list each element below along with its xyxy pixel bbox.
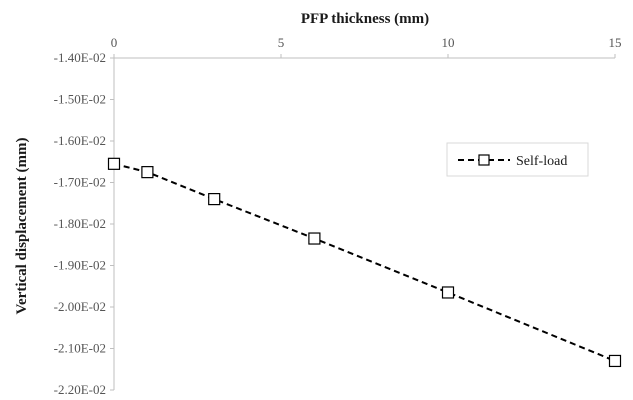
x-axis-title: PFP thickness (mm) [301,11,429,27]
x-tick-label: 0 [111,35,118,50]
y-tick-label: -1.50E-02 [54,92,106,107]
y-tick-label: -1.70E-02 [54,175,106,190]
data-point-marker [308,232,321,245]
plot-series [107,157,622,368]
y-tick-label: -1.90E-02 [54,258,106,273]
y-tick-label: -1.40E-02 [54,50,106,65]
y-axis-title: Vertical displacement (mm) [14,138,30,315]
legend-label: Self-load [516,154,567,169]
data-point-marker [107,157,121,170]
x-tick-label: 10 [442,35,455,50]
y-ticks: -1.40E-02 -1.50E-02 -1.60E-02 -1.70E-02 -1.8… [54,50,114,397]
legend-marker-icon [478,154,490,166]
x-tick-label: 5 [278,35,285,50]
series-line [113,162,616,362]
y-tick-label: -2.20E-02 [54,382,106,397]
y-tick-label: -2.00E-02 [54,299,106,314]
x-ticks: 0 5 10 15 [111,35,622,58]
y-tick-label: -1.60E-02 [54,133,106,148]
data-point-marker [608,354,622,368]
legend: Self-load [446,142,589,177]
y-tick-label: -1.80E-02 [54,216,106,231]
y-tick-label: -2.10E-02 [54,341,106,356]
data-point-marker [141,166,154,179]
data-point-marker [441,286,455,299]
x-tick-label: 15 [609,35,622,50]
data-point-marker [208,193,221,206]
